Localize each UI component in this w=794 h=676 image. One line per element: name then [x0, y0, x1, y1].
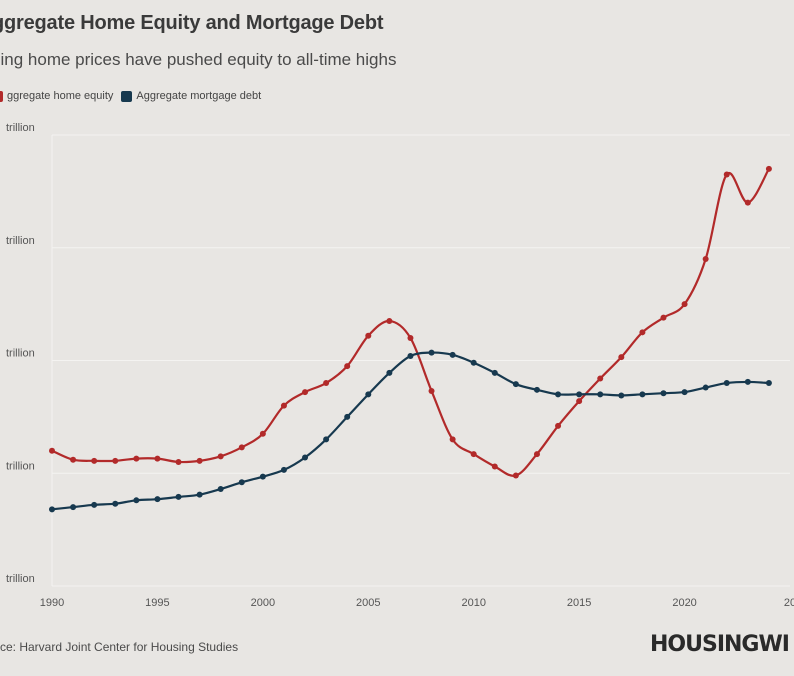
- equity-point: [702, 256, 709, 263]
- x-tick-label: 1995: [145, 597, 169, 609]
- equity-point: [259, 430, 266, 437]
- legend-swatch-equity: [0, 90, 3, 102]
- equity-point: [196, 457, 203, 464]
- debt-point: [344, 413, 351, 420]
- debt-point: [555, 391, 562, 398]
- x-tick-label: 2010: [461, 597, 485, 609]
- line-chart: trillion trillion trillion trillion trillion…: [6, 122, 794, 609]
- debt-point: [323, 436, 330, 443]
- equity-point: [744, 199, 751, 206]
- equity-point: [217, 453, 224, 460]
- equity-point: [133, 455, 140, 462]
- x-tick-label: 20: [784, 597, 794, 609]
- debt-point: [765, 380, 772, 387]
- equity-point: [238, 444, 245, 451]
- equity-point: [112, 457, 119, 464]
- debt-point: [512, 381, 519, 388]
- debt-point: [660, 390, 667, 397]
- debt-point: [280, 466, 287, 473]
- equity-point: [91, 457, 98, 464]
- x-tick-label: 2000: [251, 597, 275, 609]
- debt-point: [302, 454, 309, 461]
- equity-point: [491, 463, 498, 470]
- equity-point: [470, 451, 477, 458]
- equity-point: [660, 314, 667, 321]
- equity-point: [449, 436, 456, 443]
- debt-point: [386, 369, 393, 376]
- x-tick-label: 2020: [672, 597, 696, 609]
- equity-point: [576, 398, 583, 405]
- debt-point: [576, 391, 583, 398]
- debt-point: [723, 380, 730, 387]
- debt-point: [491, 369, 498, 376]
- source-note: rce: Harvard Joint Center for Housing St…: [0, 640, 239, 654]
- equity-point: [639, 329, 646, 336]
- debt-point: [70, 504, 77, 511]
- debt-point: [407, 352, 414, 359]
- equity-point: [365, 332, 372, 339]
- equity-point: [533, 451, 540, 458]
- debt-point: [49, 506, 55, 513]
- equity-point: [555, 422, 562, 429]
- legend-item-equity: ggregate home equity: [0, 90, 113, 102]
- debt-point: [470, 359, 477, 366]
- equity-point: [512, 472, 519, 479]
- debt-point: [428, 349, 435, 356]
- y-tick-label: trillion: [6, 122, 35, 134]
- debt-point: [702, 384, 709, 391]
- legend-item-debt: Aggregate mortgage debt: [121, 90, 261, 102]
- equity-point: [280, 402, 287, 409]
- equity-point: [70, 456, 77, 463]
- legend-label-debt: Aggregate mortgage debt: [136, 90, 262, 102]
- debt-point: [217, 486, 224, 493]
- debt-point: [238, 479, 245, 486]
- equity-point: [49, 447, 55, 454]
- equity-point: [765, 165, 772, 172]
- x-tick-label: 2005: [356, 597, 380, 609]
- debt-point: [533, 386, 540, 393]
- y-tick-label: trillion: [6, 348, 35, 360]
- equity-point: [723, 171, 730, 178]
- debt-point: [196, 491, 203, 498]
- equity-point: [428, 387, 435, 394]
- chart-subtitle: sing home prices have pushed equity to a…: [0, 50, 397, 69]
- debt-point: [133, 497, 140, 504]
- debt-point: [618, 392, 625, 399]
- legend-label-equity: ggregate home equity: [7, 90, 114, 102]
- debt-point: [175, 493, 182, 500]
- equity-point: [175, 458, 182, 465]
- y-tick-label: trillion: [6, 235, 35, 247]
- debt-point: [365, 391, 372, 398]
- y-tick-label: trillion: [6, 460, 35, 472]
- debt-point: [154, 496, 161, 503]
- equity-point: [323, 380, 330, 387]
- legend: ggregate home equity Aggregate mortgage …: [0, 90, 269, 102]
- x-tick-label: 2015: [567, 597, 591, 609]
- equity-point: [681, 301, 688, 308]
- y-tick-label: trillion: [6, 573, 35, 585]
- debt-point: [91, 501, 98, 508]
- legend-swatch-debt: [121, 90, 133, 102]
- debt-line: [51, 351, 769, 511]
- equity-line: [51, 168, 770, 477]
- debt-point: [259, 473, 266, 480]
- debt-point: [112, 500, 119, 507]
- equity-point: [386, 318, 393, 325]
- equity-point: [407, 334, 414, 341]
- housingwire-logo: HOUSINGWI: [650, 632, 790, 657]
- equity-point: [302, 389, 309, 396]
- debt-point: [639, 391, 646, 398]
- x-tick-label: 1990: [40, 597, 64, 609]
- equity-point: [597, 375, 604, 382]
- equity-point: [618, 354, 625, 361]
- debt-point: [449, 351, 456, 358]
- debt-point: [597, 391, 604, 398]
- debt-point: [744, 378, 751, 385]
- equity-point: [344, 363, 351, 370]
- chart-title: ggregate Home Equity and Mortgage Debt: [0, 12, 384, 34]
- equity-point: [154, 455, 161, 462]
- debt-point: [681, 389, 688, 396]
